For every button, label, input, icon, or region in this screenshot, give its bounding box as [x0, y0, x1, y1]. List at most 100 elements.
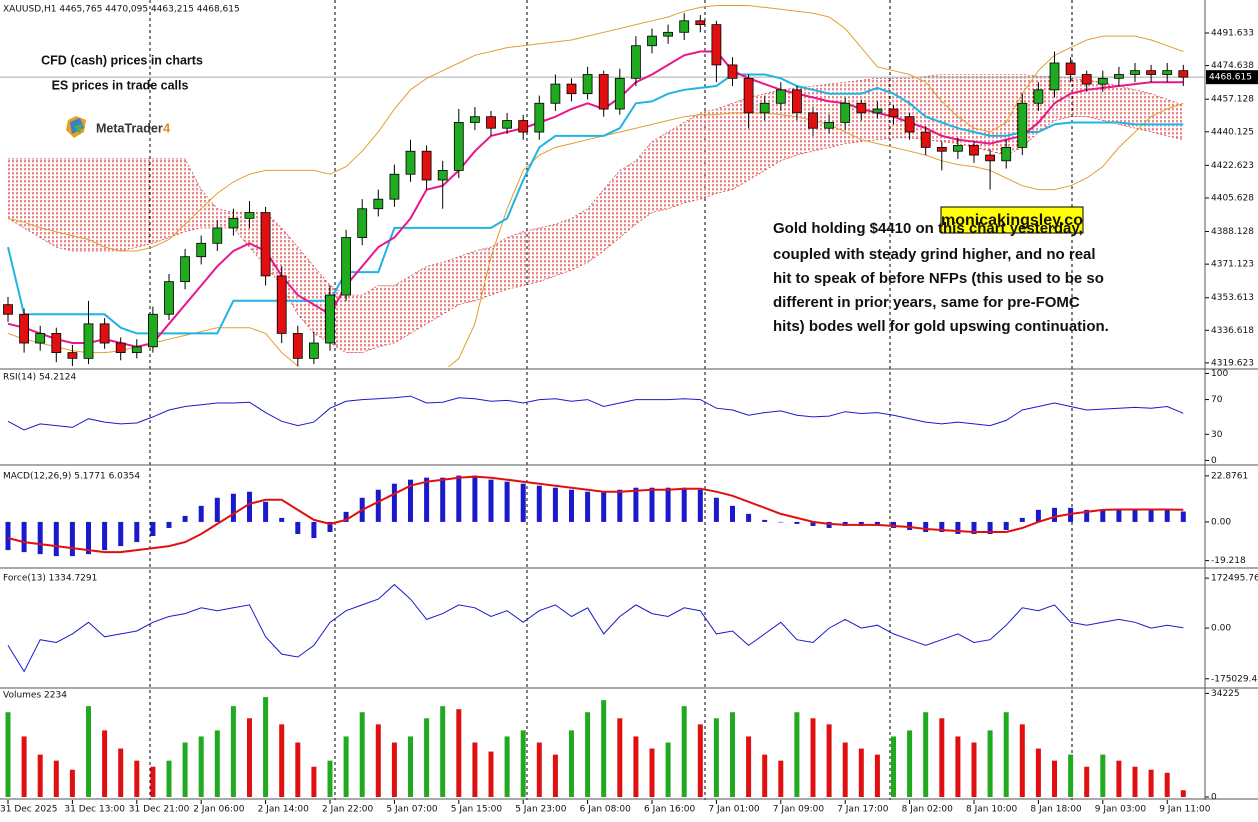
bar	[504, 736, 510, 797]
bar	[295, 521, 301, 535]
bar	[826, 521, 832, 528]
candle-body	[19, 313, 30, 344]
bar	[1003, 712, 1009, 797]
bar	[488, 479, 494, 522]
candle-body	[405, 150, 416, 175]
x-tick-label: 5 Jan 15:00	[451, 805, 503, 815]
bar	[424, 718, 430, 797]
bar	[86, 706, 91, 797]
bar	[955, 736, 961, 797]
bar	[1003, 521, 1009, 530]
x-tick-label: 8 Jan 10:00	[966, 805, 1018, 815]
candle-body	[276, 275, 287, 334]
panel-title: Force(13) 1334.7291	[3, 574, 97, 584]
y-tick-label: 0.00	[1211, 517, 1231, 527]
bar	[536, 485, 542, 522]
bar	[279, 724, 285, 797]
bar	[939, 718, 945, 797]
bar	[1132, 766, 1138, 797]
bar	[585, 491, 591, 522]
bar	[778, 521, 784, 523]
candle-body	[147, 313, 158, 348]
bar	[53, 760, 59, 797]
candle-body	[196, 242, 207, 258]
candle-body	[566, 83, 577, 95]
bar	[1164, 509, 1170, 522]
logo-version: 4	[163, 120, 171, 135]
bar	[1116, 760, 1122, 797]
bar	[971, 521, 977, 535]
candle-body	[437, 170, 448, 181]
candle-body	[582, 74, 593, 95]
bar	[665, 742, 671, 797]
bar	[263, 501, 269, 522]
candle-body	[357, 208, 368, 238]
candle-body	[67, 352, 78, 359]
metatrader-logo: MetaTrader 4	[66, 116, 171, 138]
candle-body	[389, 173, 400, 200]
candle-body	[51, 333, 62, 354]
bar	[1084, 766, 1090, 797]
candle-body	[985, 154, 995, 162]
x-tick-label: 9 Jan 03:00	[1095, 805, 1147, 815]
bar	[617, 718, 623, 797]
bar	[601, 491, 607, 522]
indicator-line	[7, 395, 1184, 431]
bar	[1052, 760, 1057, 797]
bar	[408, 736, 413, 797]
x-tick-label: 7 Jan 17:00	[837, 805, 889, 815]
bar	[456, 709, 462, 797]
y-tick-label: -19.218	[1211, 556, 1246, 566]
bar	[939, 521, 945, 532]
candle-body	[550, 83, 561, 104]
bar	[794, 712, 800, 797]
signal-line	[7, 475, 1184, 554]
y-tick-label: 4388.128	[1211, 227, 1254, 237]
x-tick-label: 9 Jan 11:00	[1159, 805, 1211, 815]
y-tick-label: 22.8761	[1211, 471, 1248, 481]
bar	[858, 748, 864, 797]
bar	[504, 481, 510, 522]
bar	[182, 515, 188, 522]
bar	[375, 489, 381, 522]
candle-body	[647, 35, 657, 47]
y-tick-label: 172495.76	[1211, 574, 1258, 584]
candle-body	[1049, 62, 1060, 91]
y-tick-label: 4371.123	[1211, 260, 1254, 270]
bar	[633, 736, 639, 797]
panel	[0, 5, 1205, 367]
bar	[456, 475, 462, 522]
bar	[907, 521, 913, 530]
bar	[53, 521, 59, 557]
candle-body	[695, 20, 706, 26]
candle-body	[631, 45, 641, 79]
x-tick-label: 8 Jan 02:00	[902, 805, 954, 815]
bar	[810, 718, 816, 797]
bar	[730, 712, 735, 797]
bar	[569, 489, 574, 522]
bar	[375, 724, 381, 797]
note: CFD (cash) prices in charts	[41, 53, 203, 67]
candle-body	[1114, 74, 1124, 79]
bar	[488, 751, 494, 797]
bar	[713, 718, 719, 797]
bar	[102, 521, 108, 551]
candle-body	[164, 281, 174, 315]
bar	[1100, 509, 1106, 522]
bar	[1180, 790, 1186, 797]
bar	[1180, 511, 1186, 522]
candle-body	[35, 333, 46, 344]
bar	[391, 483, 397, 522]
bar	[520, 730, 526, 797]
candle-body	[888, 108, 899, 118]
bar	[37, 521, 43, 555]
bar	[182, 742, 188, 797]
bar	[118, 748, 124, 797]
bar	[440, 477, 446, 522]
candle-body	[759, 102, 770, 114]
candle-body	[920, 131, 931, 148]
bar	[408, 479, 413, 522]
bar	[86, 521, 91, 555]
